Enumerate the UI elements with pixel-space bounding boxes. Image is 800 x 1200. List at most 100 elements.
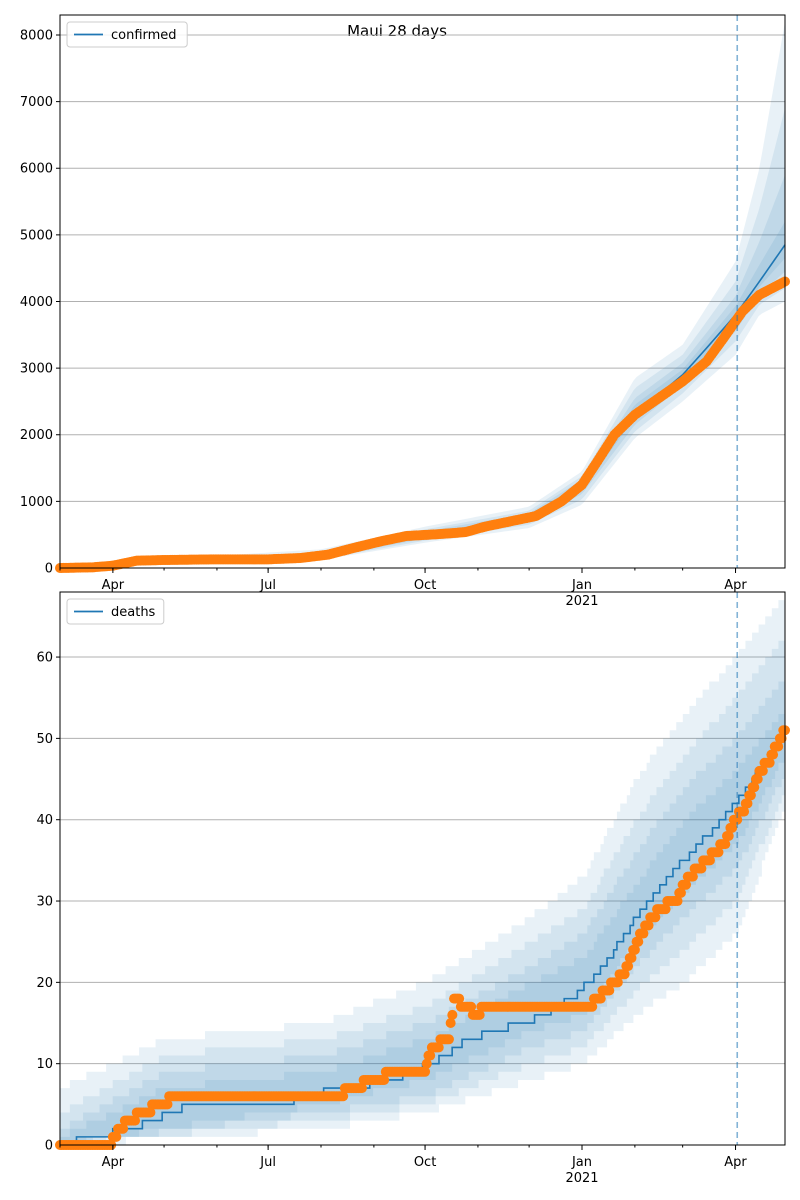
y-tick-label: 4000 <box>20 295 53 310</box>
observed-point <box>604 985 615 996</box>
observed-point <box>111 1131 122 1142</box>
x-tick-label: Jul <box>259 578 276 593</box>
x-tick-label: Apr <box>724 1155 747 1170</box>
uncertainty-band-2 <box>60 108 785 569</box>
observed-point <box>732 814 743 825</box>
plot-frame <box>59 14 786 569</box>
observed-point <box>474 1009 485 1020</box>
observed-point <box>162 1099 173 1110</box>
observed-point <box>433 1042 444 1053</box>
observed-point <box>650 912 661 923</box>
legend-box <box>66 598 165 625</box>
x-tick-label: Apr <box>724 578 747 593</box>
x-tick-label: Jul <box>259 1155 276 1170</box>
x-tick-year-label: 2021 <box>565 1171 598 1186</box>
observed-point <box>623 961 634 972</box>
x-tick-label: Oct <box>414 1155 436 1170</box>
observed-point <box>643 920 654 931</box>
y-tick-label: 50 <box>36 732 53 747</box>
observed-point <box>773 741 784 752</box>
observed-point <box>681 879 692 890</box>
x-tick-label: Oct <box>414 578 436 593</box>
observed-series <box>55 725 790 1150</box>
uncertainty-band-3 <box>60 174 785 568</box>
observed-point <box>633 936 644 947</box>
x-tick-label: Apr <box>102 578 125 593</box>
uncertainty-band-4 <box>60 705 785 1145</box>
observed-point <box>379 1074 390 1085</box>
observed-point <box>720 839 731 850</box>
legend-label: confirmed <box>111 28 177 43</box>
observed-point <box>454 993 465 1004</box>
x-tick-label: Apr <box>102 1155 125 1170</box>
observed-point <box>356 1083 367 1094</box>
plot-frame <box>59 591 786 1146</box>
observed-point <box>768 749 779 760</box>
observed-point <box>595 993 606 1004</box>
x-tick-label: Jan <box>571 1155 592 1170</box>
observed-point <box>619 969 630 980</box>
y-tick-label: 8000 <box>20 28 53 43</box>
legend: confirmed <box>66 21 188 48</box>
observed-point <box>713 847 724 858</box>
observed-point <box>752 774 763 785</box>
y-tick-label: 0 <box>45 1139 53 1154</box>
y-tick-label: 7000 <box>20 95 53 110</box>
observed-series <box>55 276 790 573</box>
y-tick-label: 3000 <box>20 362 53 377</box>
observed-point <box>660 904 671 915</box>
observed-point <box>764 757 775 768</box>
y-tick-label: 30 <box>36 895 53 910</box>
observed-point <box>704 855 715 866</box>
legend: deaths <box>66 598 165 625</box>
observed-point <box>687 871 698 882</box>
observed-point <box>118 1123 129 1134</box>
observed-point <box>629 944 640 955</box>
observed-point <box>757 765 768 776</box>
observed-point <box>420 1066 431 1077</box>
confirmed-model-line <box>59 244 786 569</box>
y-tick-label: 6000 <box>20 162 53 177</box>
observed-point <box>612 977 623 988</box>
uncertainty-band-1 <box>60 21 785 568</box>
observed-point <box>745 790 756 801</box>
x-tick-label: Jan <box>571 578 592 593</box>
observed-point <box>739 806 750 817</box>
legend-box <box>66 21 188 48</box>
y-tick-label: 60 <box>36 651 53 666</box>
observed-point <box>445 1018 456 1029</box>
observed-point <box>443 1034 454 1045</box>
observed-point <box>742 798 753 809</box>
y-tick-label: 0 <box>45 562 53 577</box>
observed-point <box>447 1009 458 1020</box>
y-tick-label: 20 <box>36 976 53 991</box>
confirmed-panel: 0 1000 2000 3000 4000 5000 6000 7000 8000 Apr Jul O… <box>20 14 790 609</box>
observed-point <box>338 1091 349 1102</box>
observed-point <box>421 1058 432 1069</box>
deaths-model-line <box>60 730 786 1146</box>
y-tick-label: 10 <box>36 1057 53 1072</box>
chart-title: Maui 28 days <box>347 22 447 40</box>
uncertainty-band-2 <box>60 632 785 1145</box>
y-tick-label: 2000 <box>20 428 53 443</box>
observed-point <box>723 830 734 841</box>
observed-point <box>638 928 649 939</box>
observed-point <box>727 822 738 833</box>
observed-point <box>626 952 637 963</box>
observed-point <box>749 782 760 793</box>
observed-point <box>675 887 686 898</box>
x-tick-year-label: 2021 <box>565 594 598 609</box>
observed-point <box>466 1001 477 1012</box>
observed-point <box>587 1001 598 1012</box>
observed-point <box>145 1107 156 1118</box>
y-tick-label: 1000 <box>20 495 53 510</box>
y-tick-label: 40 <box>36 813 53 828</box>
y-tick-label: 5000 <box>20 228 53 243</box>
observed-point <box>425 1050 436 1061</box>
observed-point <box>130 1115 141 1126</box>
uncertainty-band-1 <box>60 592 785 1145</box>
legend-label: deaths <box>111 605 156 620</box>
